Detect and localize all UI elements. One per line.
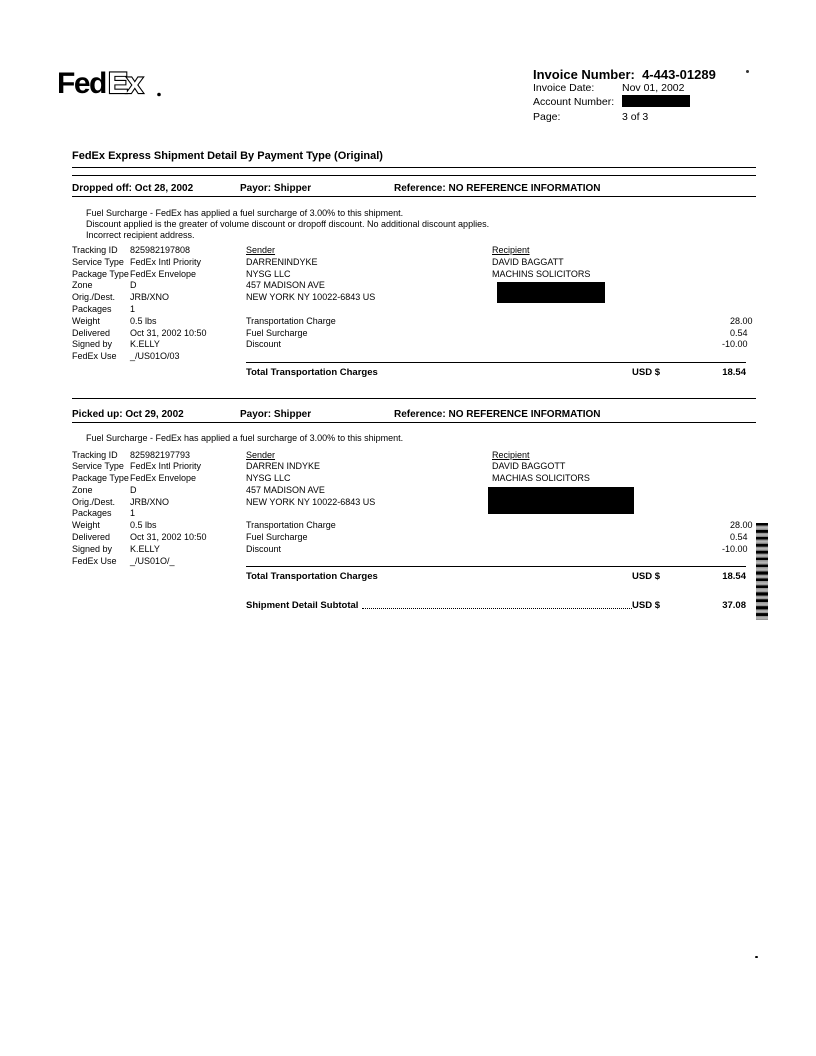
svg-text:Fed: Fed [57,67,106,100]
svg-text:Ex: Ex [108,67,144,100]
